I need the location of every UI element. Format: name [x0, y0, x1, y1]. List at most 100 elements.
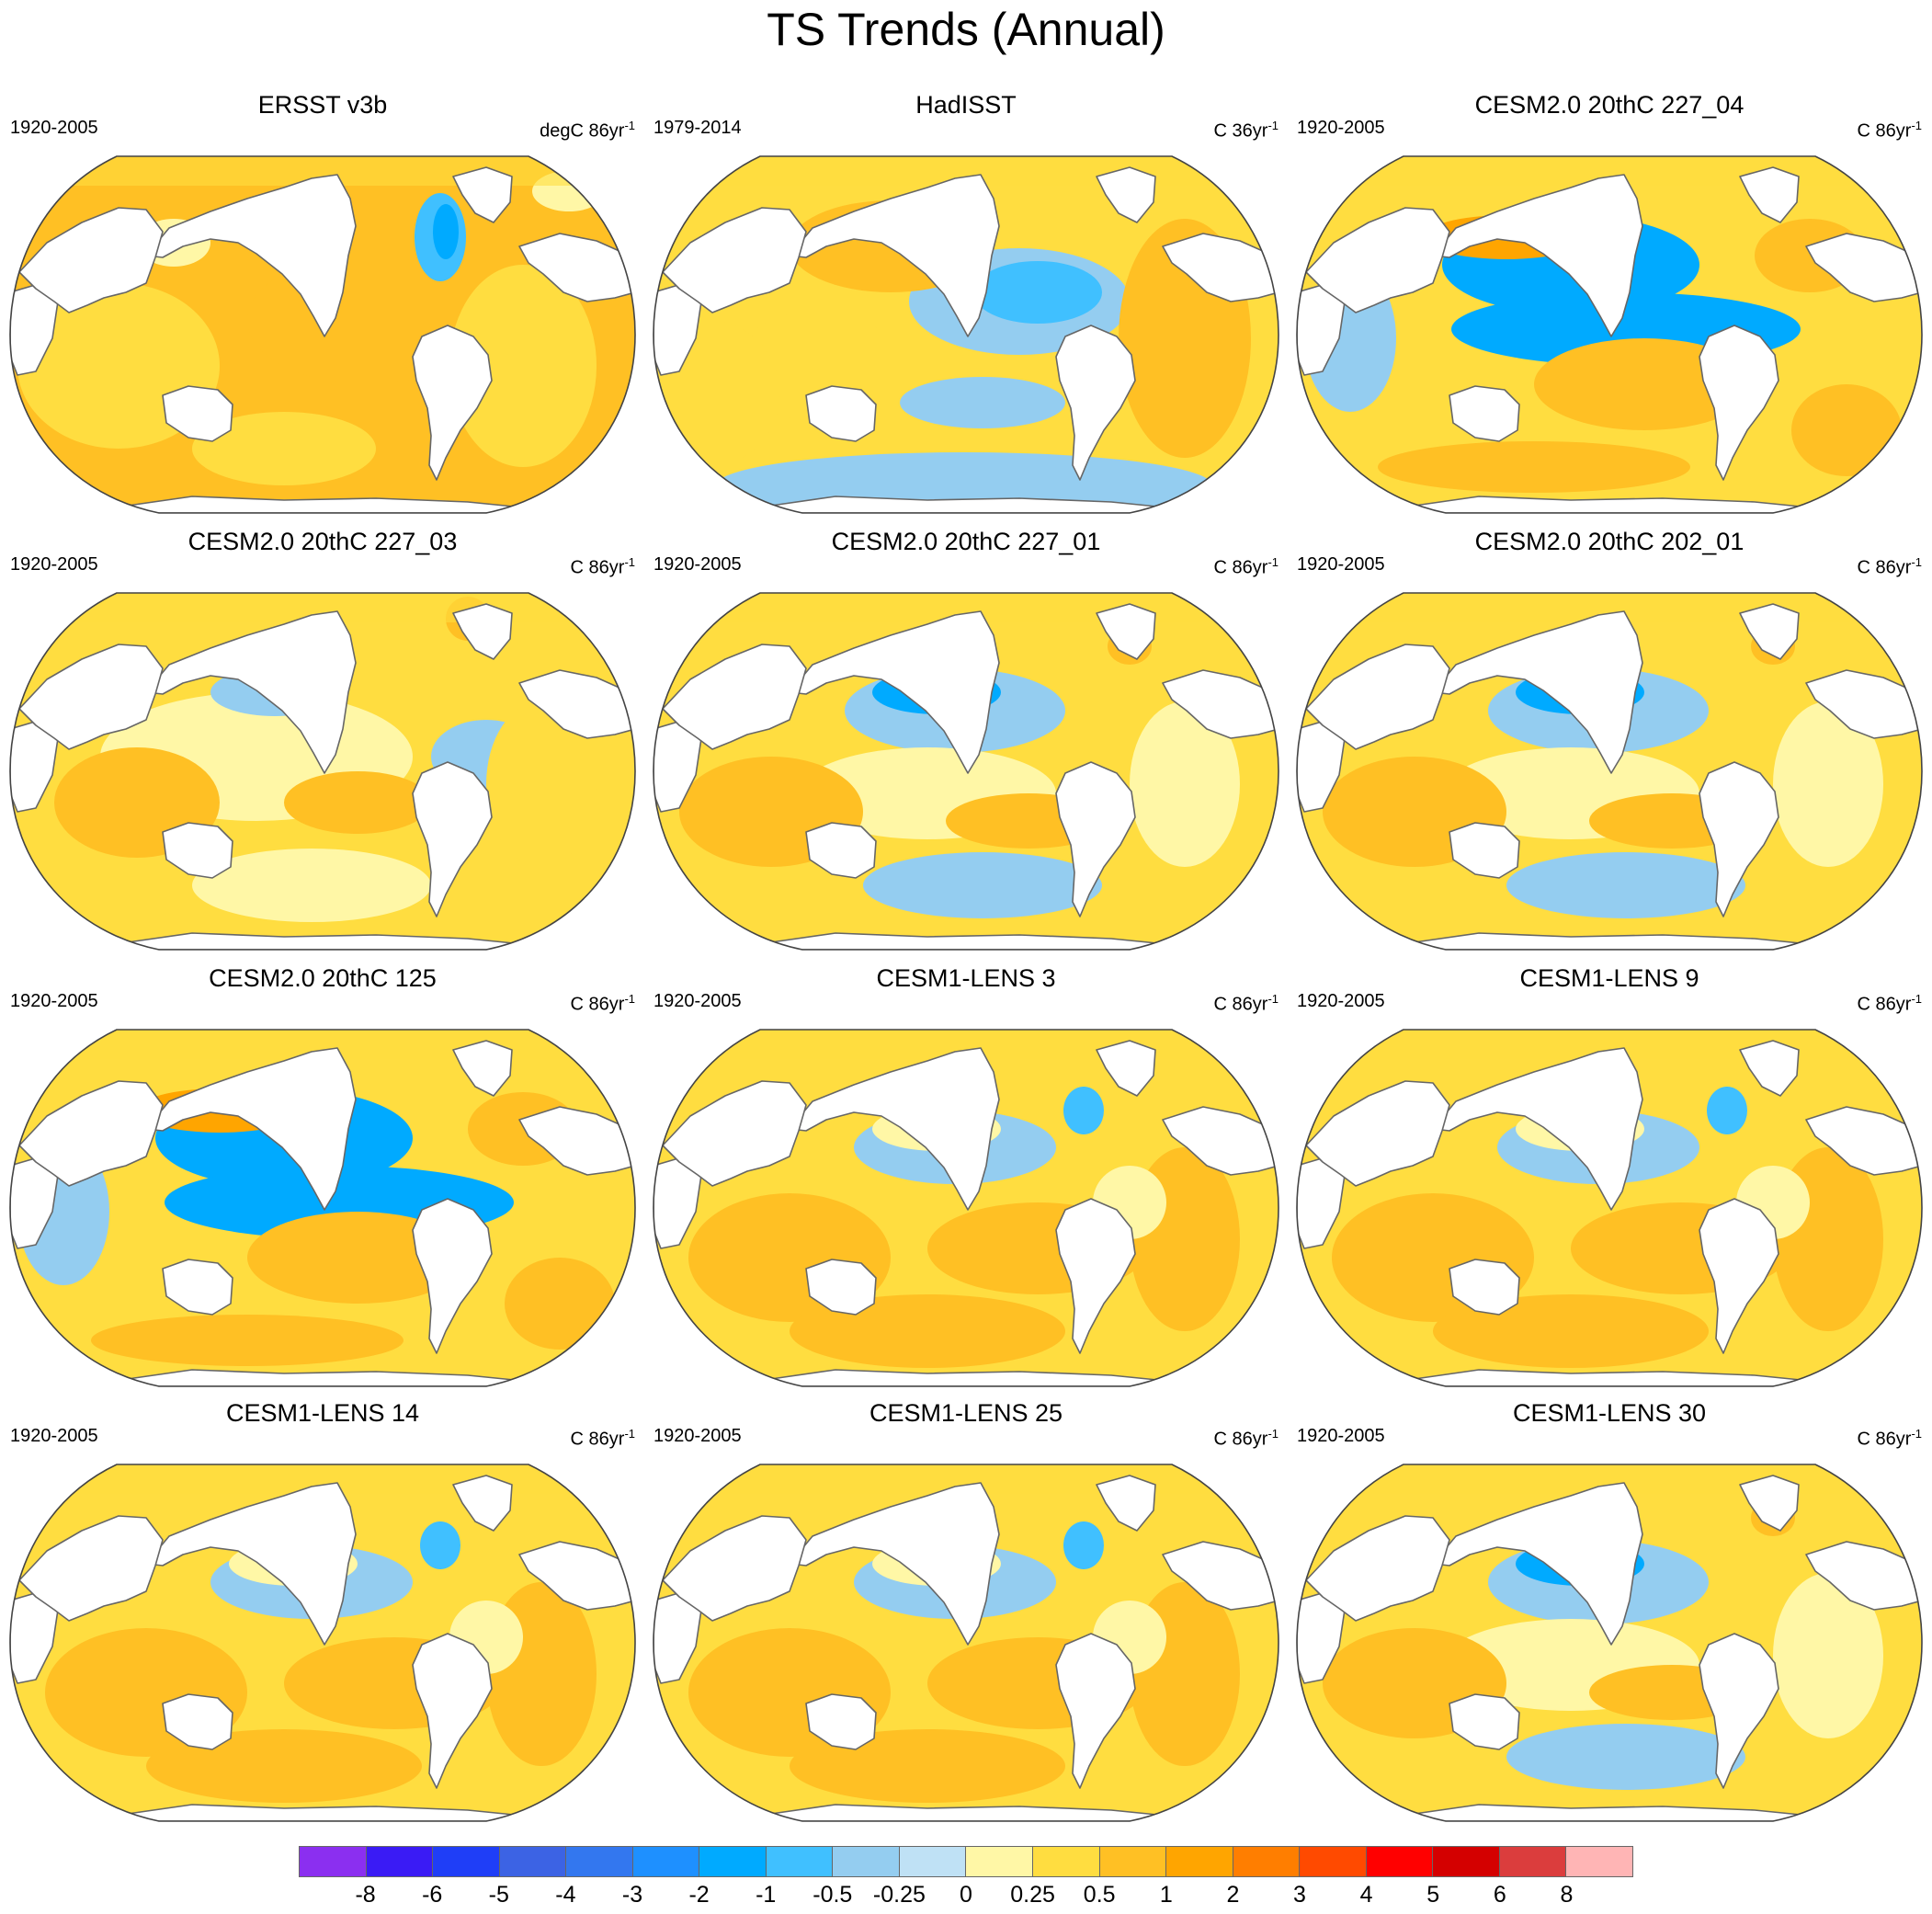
- colorbar-swatch: [366, 1847, 434, 1876]
- trend-map: [1296, 592, 1923, 951]
- colorbar-swatch: [1366, 1847, 1434, 1876]
- trend-map: [9, 155, 636, 514]
- colorbar-labels: -8 -6 -5 -4 -3 -2 -1 -0.5 -0.25 0 0.25 0.5 1 2 3 4 5 6 8: [299, 1881, 1633, 1912]
- continent-landmass: [1305, 207, 1450, 313]
- colorbar-swatch: [566, 1847, 633, 1876]
- panel-units-exponent: -1: [1911, 992, 1922, 1006]
- trend-anomaly-region: [1773, 701, 1883, 867]
- panel-period: 1920-2005: [10, 118, 98, 138]
- colorbar-tick-label: 5: [1426, 1882, 1440, 1908]
- panel-units: C 86yr-1: [571, 1422, 635, 1452]
- continent-landmass: [1096, 1475, 1156, 1532]
- map-panel: CESM2.0 20thC 227_01 1920-2005 C 86yr-1: [644, 525, 1288, 957]
- trend-anomaly-region: [1791, 384, 1902, 476]
- trend-anomaly-region: [1063, 1521, 1104, 1569]
- continent-landmass: [1699, 761, 1779, 917]
- colorbar-swatch: [632, 1847, 700, 1876]
- panel-units: C 36yr-1: [1214, 114, 1279, 143]
- panel-units-exponent: -1: [1267, 1427, 1279, 1441]
- continent-landmass: [1096, 603, 1156, 660]
- continent-landmass: [1739, 1475, 1800, 1532]
- continent-landmass: [1414, 932, 1811, 950]
- continent-landmass: [1432, 174, 1643, 337]
- panel-period: 1920-2005: [653, 1426, 742, 1446]
- trend-anomaly-region: [449, 265, 597, 467]
- trend-map: [1296, 1464, 1923, 1822]
- continent-landmass: [162, 822, 233, 879]
- continent-landmass: [805, 1259, 877, 1316]
- continent-landmass: [770, 1804, 1167, 1821]
- map-panel: CESM1-LENS 3 1920-2005 C 86yr-1: [644, 962, 1288, 1394]
- continent-landmass: [662, 1080, 807, 1187]
- panel-units-exponent: -1: [624, 555, 635, 569]
- continent-landmass: [1449, 1259, 1520, 1316]
- panel-units: C 86yr-1: [1214, 987, 1279, 1017]
- panel-units: C 86yr-1: [1858, 114, 1922, 143]
- panel-units: C 86yr-1: [1858, 551, 1922, 580]
- continent-landmass: [518, 1106, 635, 1176]
- continent-landmass: [1055, 325, 1136, 481]
- panel-title: CESM1-LENS 25: [869, 1399, 1063, 1427]
- continent-landmass: [1096, 1040, 1156, 1097]
- continent-landmass: [452, 166, 513, 223]
- continent-landmass: [1162, 1106, 1279, 1176]
- panel-period: 1920-2005: [1297, 1426, 1385, 1446]
- continent-landmass: [145, 1482, 357, 1646]
- panel-units: degC 86yr-1: [540, 114, 635, 143]
- colorbar-swatch: [1033, 1847, 1100, 1876]
- continent-landmass: [145, 174, 357, 337]
- map-panel: ERSST v3b 1920-2005 degC 86yr-1: [1, 88, 644, 520]
- panel-period: 1979-2014: [653, 118, 742, 138]
- continent-landmass: [1305, 644, 1450, 750]
- map-projection-outline: [9, 592, 636, 951]
- trend-anomaly-region: [1506, 1724, 1745, 1790]
- continent-landmass: [18, 1080, 164, 1187]
- continent-landmass: [1162, 1541, 1279, 1611]
- trend-map: [653, 592, 1279, 951]
- continent-landmass: [805, 385, 877, 442]
- colorbar-tick-label: 4: [1359, 1882, 1373, 1908]
- panel-title: CESM2.0 20thC 227_01: [831, 528, 1101, 555]
- continent-landmass: [18, 644, 164, 750]
- panel-units-exponent: -1: [1911, 119, 1922, 132]
- panel-units-text: C 86yr: [570, 557, 625, 578]
- trend-anomaly-region: [192, 412, 376, 485]
- panel-units-text: degC 86yr: [540, 120, 625, 142]
- trend-map: [653, 1029, 1279, 1387]
- continent-landmass: [1414, 496, 1811, 513]
- trend-anomaly-region: [900, 377, 1065, 428]
- panel-title: CESM1-LENS 30: [1512, 1399, 1707, 1427]
- continent-landmass: [162, 1693, 233, 1750]
- map-panel: CESM1-LENS 14 1920-2005 C 86yr-1: [1, 1396, 644, 1829]
- continent-landmass: [789, 174, 1000, 337]
- panel-units-text: C 86yr: [1213, 994, 1268, 1015]
- colorbar-swatch: [499, 1847, 567, 1876]
- continent-landmass: [412, 325, 493, 481]
- panel-units-text: C 86yr: [1857, 120, 1912, 142]
- continent-landmass: [1805, 233, 1922, 302]
- colorbar-swatch: [899, 1847, 967, 1876]
- trend-map: [9, 1029, 636, 1387]
- trend-anomaly-region: [192, 849, 431, 922]
- colorbar-swatch: [1099, 1847, 1167, 1876]
- colorbar-swatch: [1300, 1847, 1367, 1876]
- continent-landmass: [662, 644, 807, 750]
- continent-landmass: [805, 1693, 877, 1750]
- trend-anomaly-region: [973, 261, 1102, 324]
- continent-landmass: [412, 761, 493, 917]
- map-panel: CESM1-LENS 9 1920-2005 C 86yr-1: [1288, 962, 1931, 1394]
- continent-landmass: [1162, 669, 1279, 739]
- continent-landmass: [1449, 822, 1520, 879]
- continent-landmass: [1305, 1080, 1450, 1187]
- trend-map: [9, 1464, 636, 1822]
- continent-landmass: [1432, 1482, 1643, 1646]
- trend-map: [9, 592, 636, 951]
- trend-anomaly-region: [863, 852, 1102, 918]
- map-panel: HadISST 1979-2014 C 36yr-1: [644, 88, 1288, 520]
- continent-landmass: [1414, 1804, 1811, 1821]
- map-projection-outline: [1296, 155, 1923, 514]
- trend-anomaly-region: [91, 1315, 403, 1366]
- colorbar-tick-label: -2: [688, 1882, 710, 1908]
- colorbar-swatch: [1499, 1847, 1567, 1876]
- panel-title: CESM1-LENS 9: [1519, 964, 1699, 992]
